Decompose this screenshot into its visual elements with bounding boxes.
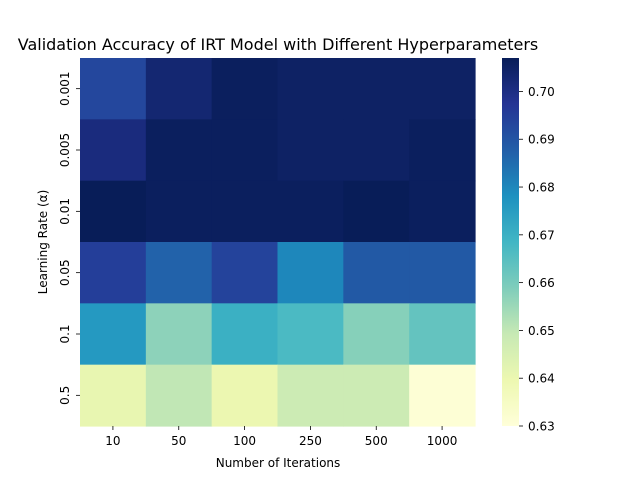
heatmap-cell [343,303,410,366]
colorbar-tick-label: 0.65 [528,324,555,338]
colorbar-tick-label: 0.63 [528,420,555,434]
heatmap-cell [211,242,279,304]
x-axis-ticks: 10 50 100 250 500 1000 [105,426,457,448]
heatmap-cell [211,119,279,182]
heatmap-cell [277,180,344,243]
heatmap-cell [277,242,344,304]
colorbar-tick-label: 0.70 [528,85,555,99]
y-tick-label: 0.001 [58,71,72,105]
heatmap-cell [277,58,344,120]
y-axis-label: Learning Rate (α) [36,190,50,295]
heatmap-cell [277,364,344,427]
heatmap-cell [409,303,476,366]
heatmap-cell [80,364,147,427]
heatmap-cell [80,119,147,182]
colorbar-tick-label: 0.68 [528,181,555,195]
heatmap-cell [409,242,476,304]
heatmap-cell [409,58,476,120]
colorbar-tick-label: 0.64 [528,372,555,386]
y-axis-ticks: 0.001 0.005 0.01 0.05 0.1 0.5 [58,71,80,405]
x-tick-label: 1000 [427,434,458,448]
heatmap-cell [145,364,213,427]
heatmap-cell [145,58,213,120]
heatmap-cell [145,119,213,182]
heatmap-cell [277,303,344,366]
heatmap-cell [145,242,213,304]
heatmap-cell [343,180,410,243]
colorbar-tick-label: 0.66 [528,276,555,290]
heatmap-cells [80,58,476,427]
x-tick-label: 500 [365,434,388,448]
x-tick-label: 10 [105,434,120,448]
x-tick-label: 250 [299,434,322,448]
y-tick-label: 0.1 [58,324,72,343]
heatmap-cell [277,119,344,182]
heatmap-cell [409,180,476,243]
heatmap-cell [211,58,279,120]
heatmap-cell [343,58,410,120]
heatmap-cell [343,242,410,304]
colorbar [502,58,519,426]
heatmap-cell [80,242,147,304]
heatmap-cell [80,303,147,366]
heatmap-cell [80,180,147,243]
y-tick-label: 0.05 [58,259,72,286]
chart-title: Validation Accuracy of IRT Model with Di… [18,35,539,54]
x-tick-label: 100 [233,434,256,448]
heatmap-cell [145,180,213,243]
heatmap-cell [80,58,147,120]
heatmap-cell [409,364,476,427]
y-tick-label: 0.005 [58,133,72,167]
heatmap-cell [211,180,279,243]
heatmap-cell [409,119,476,182]
x-axis-label: Number of Iterations [216,456,341,470]
y-tick-label: 0.01 [58,198,72,225]
colorbar-tick-label: 0.69 [528,133,555,147]
colorbar-tick-label: 0.67 [528,228,555,242]
heatmap-cell [211,364,279,427]
heatmap-cell [145,303,213,366]
x-tick-label: 50 [171,434,186,448]
heatmap-cell [211,303,279,366]
heatmap-cell [343,119,410,182]
heatmap-cell [343,364,410,427]
colorbar-ticks: 0.63 0.64 0.65 0.66 0.67 0.68 0.69 0.70 [519,85,555,434]
y-tick-label: 0.5 [58,386,72,405]
